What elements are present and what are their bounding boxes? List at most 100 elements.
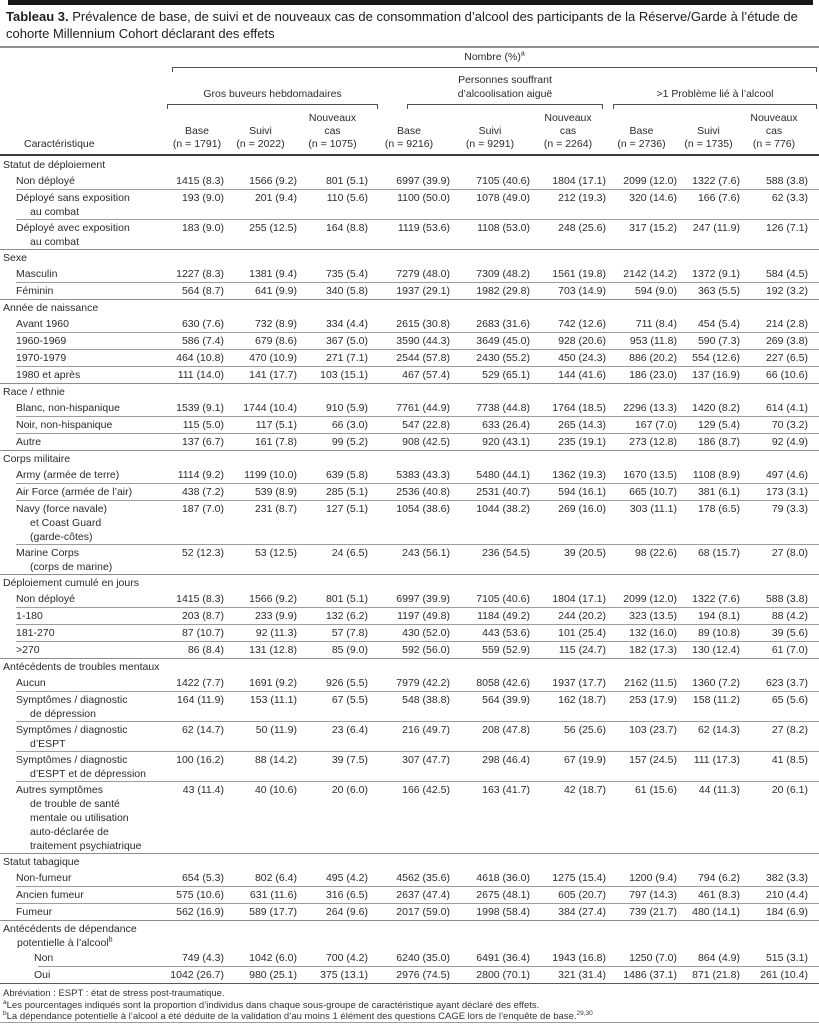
row-label-line: de trouble de santé (30, 798, 120, 810)
cell-value: 1275 (15.4) (552, 872, 606, 884)
cell-value: 1372 (9.1) (692, 268, 740, 280)
cell-value: 1322 (7.6) (692, 593, 740, 605)
cell-value: 194 (8.1) (697, 610, 740, 622)
cell-value: 454 (5.4) (697, 318, 740, 330)
table-row: >270 86 (8.4) 131 (12.8) 85 (9.0) 592 (56.0)… (0, 642, 819, 658)
footnotes: Abréviation : ESPT : état de stress post… (3, 988, 816, 1023)
section-header: Déploiement cumulé en jours (0, 575, 819, 591)
column-header-line: (n = 1075) (308, 138, 357, 150)
row-label: Aucun (0, 675, 170, 690)
column-header-line: Base (185, 125, 209, 137)
cell-value: 384 (27.4) (558, 906, 606, 918)
cell-value: 1362 (19.3) (552, 469, 606, 481)
cell-value: 67 (5.5) (331, 694, 368, 706)
cell-value: 44 (11.3) (698, 784, 740, 796)
section-header-text: Année de naissance (3, 302, 99, 314)
cell-value: 1561 (19.8) (552, 268, 606, 280)
table-row: Non 749 (4.3) 1042 (6.0) 700 (4.2) 6240 (35.… (0, 950, 819, 966)
cell-value: 253 (17.9) (629, 694, 677, 706)
row-divider (16, 641, 819, 642)
column-header: Suivi (n = 1735) (677, 111, 740, 151)
cell-value: 4562 (35.6) (396, 872, 450, 884)
cell-value: 749 (4.3) (181, 952, 224, 964)
column-header-line: (n = 1791) (172, 138, 222, 150)
column-header-line: Nouveaux (750, 112, 798, 124)
cell-value: 1566 (9.2) (249, 175, 297, 187)
cell-value: 66 (10.6) (765, 369, 808, 381)
cell-value: 316 (6.5) (325, 889, 368, 901)
column-header-line: Suivi (697, 125, 720, 137)
group-label: Personnes souffrant d’alcoolisation aiguë (407, 73, 603, 101)
cell-value: 2976 (74.5) (396, 969, 450, 981)
cell-value: 20 (6.0) (331, 784, 368, 796)
cell-value: 248 (25.6) (558, 222, 606, 234)
row-label-line: Non déployé (16, 593, 75, 605)
cell-value: 1044 (38.2) (476, 503, 530, 515)
cell-value: 103 (23.7) (629, 724, 677, 736)
row-label: Autre (0, 434, 170, 449)
group-bracket (407, 104, 603, 109)
group-label: >1 Problème lié à l’alcool (613, 87, 817, 101)
row-label: 181-270 (0, 625, 170, 640)
cell-value: 110 (5.6) (326, 192, 368, 204)
cell-value: 52 (12.3) (181, 547, 224, 559)
row-label: Non (0, 950, 170, 965)
cell-value: 182 (17.3) (629, 644, 677, 656)
cell-value: 41 (8.5) (771, 754, 808, 766)
column-header: Base (n = 9216) (368, 111, 450, 151)
cell-value: 79 (3.3) (771, 503, 808, 515)
cell-value: 742 (12.6) (558, 318, 606, 330)
cell-value: 584 (4.5) (765, 268, 808, 280)
cell-value: 1998 (58.4) (476, 906, 530, 918)
cell-value: 56 (25.6) (563, 724, 606, 736)
section-header: Race / ethnie (0, 384, 819, 400)
column-header-line: (n = 9291) (465, 138, 515, 150)
row-label-line: Oui (34, 969, 51, 981)
cell-value: 203 (8.7) (181, 610, 224, 622)
row-label-line: 1960-1969 (16, 335, 67, 347)
column-header-line: (n = 1735) (684, 138, 733, 150)
cell-value: 562 (16.9) (176, 906, 224, 918)
cell-value: 141 (17.7) (249, 369, 297, 381)
column-header-line: cas (324, 125, 341, 137)
cell-value: 61 (7.0) (771, 644, 808, 656)
row-label: Non déployé (0, 173, 170, 188)
cell-value: 1114 (9.2) (177, 469, 224, 481)
cell-value: 794 (6.2) (697, 872, 740, 884)
cell-value: 132 (6.2) (325, 610, 368, 622)
cell-value: 1982 (29.8) (476, 285, 530, 297)
cell-value: 450 (24.3) (558, 352, 606, 364)
cell-value: 340 (5.8) (325, 285, 368, 297)
cell-value: 261 (10.4) (760, 969, 808, 981)
row-label: Symptômes / diagnostic d’ESPT (0, 722, 170, 751)
cell-value: 381 (6.1) (697, 486, 740, 498)
column-header-caracteristique: Caractéristique (0, 111, 170, 151)
group-bracket (167, 104, 378, 109)
cell-value: 321 (31.4) (558, 969, 606, 981)
cell-value: 192 (3.2) (765, 285, 808, 297)
cell-value: 2531 (40.7) (476, 486, 530, 498)
cell-value: 623 (3.7) (765, 677, 808, 689)
cell-value: 208 (47.8) (482, 724, 530, 736)
cell-value: 2296 (13.3) (623, 402, 677, 414)
cell-value: 470 (10.9) (249, 352, 297, 364)
cell-value: 39 (5.6) (771, 627, 808, 639)
cell-value: 564 (8.7) (181, 285, 224, 297)
row-label-line: 181-270 (16, 627, 55, 639)
row-divider (16, 721, 819, 722)
cell-value: 700 (4.2) (325, 952, 368, 964)
cell-value: 588 (3.8) (765, 593, 808, 605)
cell-value: 3649 (45.0) (476, 335, 530, 347)
section-header-text: Antécédents de dépendance (3, 923, 137, 935)
cell-value: 166 (7.6) (697, 192, 740, 204)
footnote-marker-a: a (520, 50, 525, 58)
cell-value: 85 (9.0) (331, 644, 368, 656)
cell-value: 605 (20.7) (558, 889, 606, 901)
cell-value: 1197 (49.8) (397, 610, 450, 622)
row-label-line: Féminin (16, 285, 54, 297)
top-rule-bar (8, 0, 813, 5)
cell-value: 639 (5.8) (325, 469, 368, 481)
cell-value: 375 (13.1) (320, 969, 368, 981)
row-label-line: Déployé sans exposition (16, 192, 130, 204)
table-row: Autres symptômes de trouble de santé menta… (0, 782, 819, 853)
